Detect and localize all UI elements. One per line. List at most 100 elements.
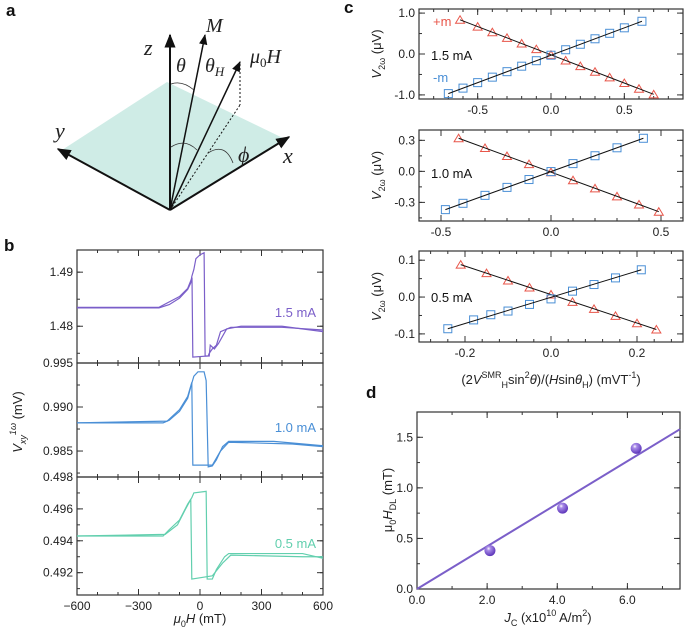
current-label: 1.0 mA <box>275 420 317 435</box>
square-marker <box>605 28 615 38</box>
y-tick-label: 0.990 <box>43 400 73 414</box>
sweep-curve-up <box>77 251 324 357</box>
square-marker <box>546 50 556 60</box>
y-axis-label: V2ω (μV) <box>369 151 387 200</box>
label-part: V <box>473 372 483 387</box>
y-tick-label: 0.1 <box>398 253 415 267</box>
x-tick-label: 4.0 <box>549 593 566 607</box>
square-marker <box>517 61 527 71</box>
square-marker <box>440 205 450 215</box>
x-tick-label: −300 <box>125 599 152 613</box>
series-minus-m <box>440 133 648 215</box>
magnetization-arrow <box>169 33 208 211</box>
label-part: ) <box>636 372 640 387</box>
series-minus-m <box>443 16 647 99</box>
triangle-marker <box>479 143 491 152</box>
fit-line <box>460 264 657 330</box>
x-axis-arrow <box>169 136 291 211</box>
fit-line <box>445 137 644 211</box>
triangle-marker <box>524 282 535 292</box>
y-tick-label: 1.48 <box>50 319 74 333</box>
x-axis-label: JC (x1010 A/m2) <box>503 608 591 628</box>
data-point <box>484 545 496 557</box>
theta-arc <box>170 82 195 91</box>
triangle-marker <box>588 303 600 313</box>
label-part: (μV) <box>369 151 384 179</box>
x-label: x <box>282 143 293 168</box>
square-marker <box>636 265 646 275</box>
subplot-1.5mA: -0.5 0.0 0.5 -1.0 0.0 1.0 1.5 mA V2ω (μV) <box>369 6 684 117</box>
legend-minus-m: -m <box>433 70 448 85</box>
triangle-marker <box>618 78 630 88</box>
square-marker <box>619 23 629 33</box>
label-part: J <box>503 610 511 625</box>
y-tick-label: 0.985 <box>43 444 73 458</box>
fit-line <box>448 20 643 95</box>
triangle-marker <box>486 27 498 37</box>
square-marker <box>590 151 600 161</box>
label-part: (μV) <box>369 29 384 57</box>
current-label: 1.0 mA <box>431 166 473 181</box>
label-part: ) (mVT <box>589 372 629 387</box>
label-part: (μV) <box>369 272 384 300</box>
label-part: C <box>511 618 518 628</box>
series-plus-m <box>453 133 665 216</box>
data-point <box>630 442 642 454</box>
square-marker <box>567 286 577 296</box>
y-tick-label: 0.498 <box>43 470 73 484</box>
x-tick-label: -0.5 <box>467 103 488 117</box>
y-tick-label: 1.49 <box>50 265 74 279</box>
label-part: H <box>502 380 509 390</box>
label-part: 0 <box>388 520 398 525</box>
triangle-marker <box>453 133 464 143</box>
subplot-0.5mA: −600 −300 0 300 600 0.492 0.494 0.496 0.498 0.5 m… <box>43 470 333 613</box>
panel-letter-b: b <box>4 236 14 255</box>
label-part: ) <box>587 610 591 625</box>
panel-letter-d: d <box>366 383 376 402</box>
y-tick-label: 0.995 <box>43 356 73 370</box>
square-marker <box>561 45 571 55</box>
x-tick-label: 0 <box>197 599 204 613</box>
y-tick-label: 0.496 <box>43 502 73 516</box>
fit-line <box>416 428 681 590</box>
subplot-0.5mA: -0.2 0.0 0.2 -0.1 0.0 0.1 0.5 mA V2ω (μV) <box>369 250 684 360</box>
y-tick-label: 0.492 <box>43 566 73 580</box>
square-marker <box>480 190 490 200</box>
triangle-marker <box>516 38 528 48</box>
sweep-curve-up <box>77 490 324 580</box>
square-marker <box>531 56 541 66</box>
x-tick-label: −600 <box>63 599 90 613</box>
y-tick-label: 0.3 <box>398 133 415 147</box>
square-marker <box>502 182 512 192</box>
y-axis-label: μ0HDL (mT) <box>380 468 398 532</box>
label-part: DL <box>388 499 398 511</box>
triangle-marker <box>633 83 645 93</box>
panel-b-hall-voltage: 1.48 1.49 1.5 mA 0.985 0.990 0.995 1.0 mA −600 −… <box>8 249 333 629</box>
label-part: θ <box>575 372 582 387</box>
label-part: (mT) <box>380 468 395 499</box>
label-part: V <box>10 443 25 453</box>
square-marker <box>589 280 599 290</box>
label-part: H <box>582 380 589 390</box>
phi-label: ϕ <box>238 142 249 167</box>
triangle-marker <box>501 151 513 161</box>
y-axis-arrow <box>56 148 171 211</box>
y-axis-label: V2ω (μV) <box>369 29 387 78</box>
y-tick-label: 0.0 <box>398 290 415 304</box>
label-part: H <box>380 510 395 520</box>
square-marker <box>443 324 453 334</box>
triangle-marker <box>589 183 601 193</box>
label-part: θ <box>530 372 537 387</box>
square-marker <box>473 78 483 88</box>
label-part: 2ω <box>377 179 387 191</box>
y-axis-label: V2ω (μV) <box>369 272 387 321</box>
x-tick-label: 0.2 <box>629 346 646 360</box>
label-part: 10 <box>546 608 556 618</box>
label-part: μ <box>173 611 181 626</box>
x-axis-label: (2VSMRHsin2θ)/(HsinθH) (mVT-1) <box>461 370 640 390</box>
panel-letter-c: c <box>344 0 353 17</box>
y-axis-label: Vxy1ω (mV) <box>8 391 28 452</box>
panel-d-damping-field: 0.0 2.0 4.0 6.0 0.0 0.5 1.0 1.5 μ0HDL (mT) JC (x1… <box>380 411 681 628</box>
current-label: 1.5 mA <box>275 305 317 320</box>
label-part: (mV) <box>10 391 25 423</box>
